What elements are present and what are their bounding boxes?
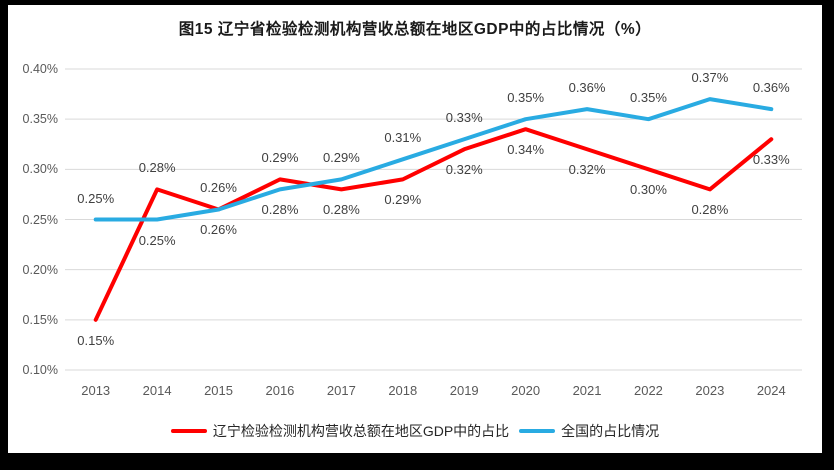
x-axis-tick-label: 2021 xyxy=(572,383,602,398)
data-label-national: 0.36% xyxy=(752,80,790,96)
legend-swatch-liaoning-icon xyxy=(170,429,207,433)
data-label-liaoning: 0.26% xyxy=(200,180,237,196)
y-axis-tick-label: 0.40% xyxy=(22,62,58,76)
x-axis-tick-label: 2018 xyxy=(388,383,418,398)
legend: 辽宁检验检测机构营收总额在地区GDP中的占比 全国的占比情况 xyxy=(8,419,822,443)
data-label-national: 0.33% xyxy=(445,110,483,126)
data-label-national: 0.25% xyxy=(138,232,176,248)
data-label-national: 0.36% xyxy=(568,80,606,96)
data-label-liaoning: 0.29% xyxy=(261,150,299,166)
legend-swatch-national-icon xyxy=(519,429,556,433)
x-axis-tick-label: 2014 xyxy=(142,383,172,398)
data-label-national: 0.29% xyxy=(322,150,360,166)
x-axis-tick-label: 2017 xyxy=(326,383,356,398)
data-label-liaoning: 0.28% xyxy=(691,202,729,218)
x-axis-tick-label: 2020 xyxy=(511,383,541,398)
x-axis-tick-label: 2013 xyxy=(81,383,111,398)
data-label-liaoning: 0.29% xyxy=(384,192,422,208)
data-label-liaoning: 0.28% xyxy=(138,160,176,176)
data-label-national: 0.35% xyxy=(507,90,545,106)
x-axis-tick-label: 2016 xyxy=(265,383,295,398)
series-line-liaoning xyxy=(93,127,774,322)
x-axis-tick-label: 2024 xyxy=(756,383,786,398)
data-label-national: 0.25% xyxy=(77,190,115,206)
chart-title: 图15 辽宁省检验检测机构营收总额在地区GDP中的占比情况（%） xyxy=(178,21,652,38)
data-label-liaoning: 0.34% xyxy=(507,142,545,158)
data-label-liaoning: 0.32% xyxy=(568,162,606,178)
data-label-liaoning: 0.30% xyxy=(630,182,667,198)
x-axis-tick-label: 2019 xyxy=(449,383,479,398)
y-axis-tick-label: 0.15% xyxy=(22,312,58,327)
legend-label-national: 全国的占比情况 xyxy=(561,423,660,439)
data-label-national: 0.35% xyxy=(630,90,667,106)
data-label-liaoning: 0.15% xyxy=(77,332,115,348)
plot-area xyxy=(65,68,802,371)
chart-canvas: 图15 辽宁省检验检测机构营收总额在地区GDP中的占比情况（%） 0.40% 0.… xyxy=(8,5,822,453)
x-axis-tick-label: 2015 xyxy=(204,383,233,398)
x-axis-tick-label: 2022 xyxy=(633,383,663,398)
y-axis-tick-label: 0.35% xyxy=(22,112,58,127)
data-label-national: 0.31% xyxy=(384,130,422,146)
y-axis-tick-label: 0.30% xyxy=(22,162,58,177)
data-label-liaoning: 0.32% xyxy=(445,162,483,178)
data-label-national: 0.37% xyxy=(691,70,729,86)
legend-item-national: 全国的占比情况 xyxy=(519,421,659,441)
y-axis-tick-label: 0.10% xyxy=(22,363,58,377)
series-line-national xyxy=(93,97,774,222)
data-label-national: 0.26% xyxy=(200,222,237,238)
legend-label-liaoning: 辽宁检验检测机构营收总额在地区GDP中的占比 xyxy=(212,423,510,439)
data-label-liaoning: 0.33% xyxy=(752,152,790,168)
x-axis-tick-label: 2023 xyxy=(695,383,725,398)
y-axis-tick-label: 0.20% xyxy=(22,262,58,277)
y-axis-tick-label: 0.25% xyxy=(22,212,58,227)
data-label-liaoning: 0.28% xyxy=(322,202,360,218)
legend-item-liaoning: 辽宁检验检测机构营收总额在地区GDP中的占比 xyxy=(170,421,510,441)
data-label-national: 0.28% xyxy=(261,202,299,218)
